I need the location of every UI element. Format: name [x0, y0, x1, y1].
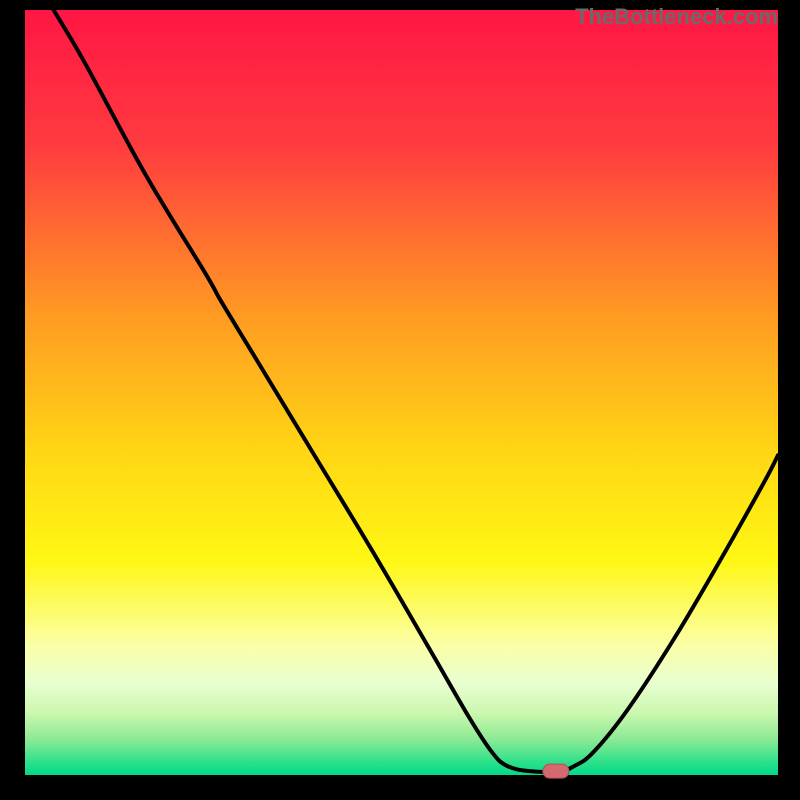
bottleneck-chart: TheBottleneck.com: [0, 0, 800, 800]
plot-area: [25, 10, 778, 775]
watermark-text: TheBottleneck.com: [575, 4, 778, 29]
optimal-marker: [543, 764, 569, 778]
